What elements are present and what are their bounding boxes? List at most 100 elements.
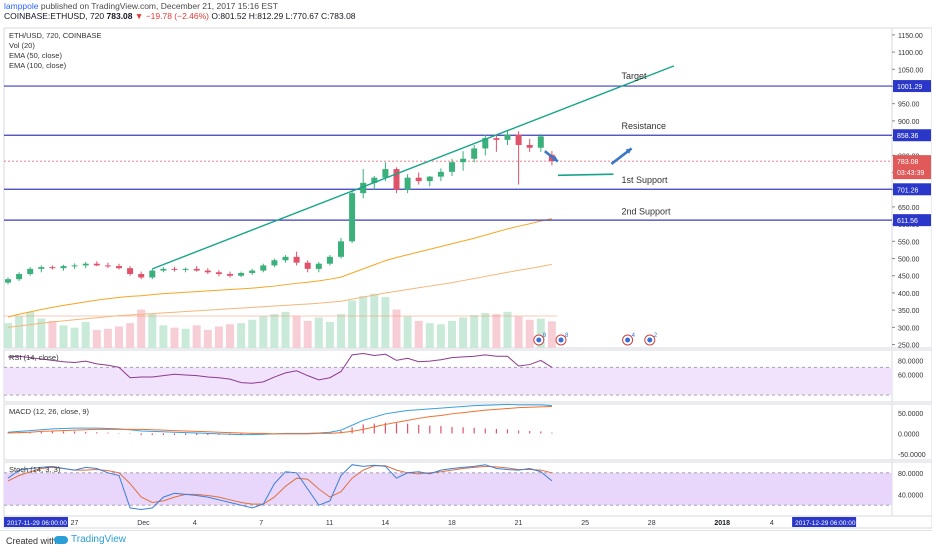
- symbol-label: COINBASE:ETHUSD, 720: [4, 11, 105, 21]
- cloud-icon: [54, 535, 68, 544]
- rsi-tick-label: 80.0000: [898, 358, 923, 365]
- volume-bar: [237, 323, 246, 348]
- candle-body: [437, 171, 444, 177]
- end-date-tag: [792, 517, 857, 527]
- volume-bar: [370, 293, 379, 348]
- volume-bar: [259, 316, 268, 348]
- candle-body: [82, 263, 89, 266]
- candle-body: [160, 268, 167, 271]
- candle-body: [138, 274, 145, 278]
- volume-bar: [159, 325, 168, 348]
- time-tick-label: 11: [326, 520, 333, 527]
- event-count-label: 4: [632, 333, 636, 339]
- time-tick-label: 7: [259, 520, 263, 527]
- level-price-label: 701.26: [897, 187, 919, 194]
- volume-bar: [481, 312, 490, 348]
- volume-bar: [15, 316, 24, 348]
- stoch-d-line: [7, 465, 553, 505]
- price-change: −19.78 (−2.46%): [145, 11, 210, 21]
- stoch-band-fill: [4, 472, 892, 506]
- volume-bar: [103, 328, 112, 348]
- second-support-label: 2nd Support: [622, 206, 672, 216]
- volume-bar: [270, 314, 279, 348]
- volume-bar: [181, 328, 190, 348]
- price-tick-label: 300.00: [898, 325, 920, 332]
- volume-bar: [337, 314, 345, 348]
- price-tick-label: 250.00: [898, 343, 920, 350]
- footer-bar: Created with TradingView: [0, 530, 932, 551]
- candle-body: [393, 169, 400, 190]
- time-tick-label: 21: [515, 520, 523, 527]
- symbol-ohlc-line: COINBASE:ETHUSD, 720 783.08 ▼ −19.78 (−2…: [4, 11, 356, 22]
- price-tick-label: 400.00: [898, 291, 920, 298]
- change-down-arrow: ▼: [134, 11, 144, 21]
- candle-body: [382, 169, 389, 178]
- published-text: published on TradingView.com, December 2…: [40, 1, 278, 11]
- volume-bar: [137, 309, 146, 348]
- candle-body: [338, 241, 344, 257]
- ema-50-line: [7, 218, 553, 318]
- stoch-tick-label: 80.0000: [898, 471, 923, 478]
- volume-bar: [470, 315, 479, 348]
- candle-body: [182, 268, 189, 270]
- tradingview-logo[interactable]: TradingView: [54, 534, 126, 545]
- volume-bar: [536, 318, 545, 348]
- time-tick-label: 14: [381, 520, 389, 527]
- volume-bar: [148, 314, 157, 348]
- candle-body: [415, 177, 422, 182]
- brand-name: TradingView: [71, 534, 127, 545]
- candle-body: [193, 268, 200, 271]
- last-price-label: 783.08: [897, 159, 919, 166]
- level-price-label: 858.36: [897, 133, 919, 140]
- candle-body: [60, 266, 67, 269]
- candle-body: [315, 263, 322, 269]
- volume-bar: [192, 325, 201, 348]
- volume-bar: [4, 323, 12, 348]
- volume-bar: [81, 321, 90, 348]
- candle-body: [482, 138, 489, 149]
- volume-bar: [547, 321, 556, 348]
- stoch-legend: Stoch (14, 3, 3): [9, 465, 61, 474]
- time-tick-label: 25: [581, 520, 589, 527]
- volume-bar: [248, 319, 257, 348]
- candle-body: [171, 268, 178, 270]
- created-with-text: Created with: [6, 536, 57, 546]
- price-tick-label: 350.00: [898, 308, 920, 315]
- publish-header: lamppole published on TradingView.com, D…: [0, 0, 932, 22]
- rsi-tick-label: 60.0000: [898, 372, 923, 379]
- volume-bar: [459, 317, 468, 348]
- candle-body: [449, 162, 455, 172]
- macd-tick-label: -50.0000: [898, 452, 926, 459]
- event-count-label: 8: [543, 333, 547, 339]
- price-tick-label: 550.00: [898, 239, 920, 246]
- volume-bar: [392, 309, 401, 348]
- volume-bar: [492, 314, 501, 348]
- pane-frame-2: [3, 403, 893, 461]
- volume-bar: [70, 327, 79, 348]
- price-tick-label: 950.00: [898, 102, 920, 109]
- trading-chart[interactable]: 250.00 300.00 350.00 400.00 450.00 500.00 550.…: [0, 22, 932, 530]
- first-support-label: 1st Support: [622, 175, 669, 185]
- candle-body: [293, 256, 300, 263]
- last-price-tag: [893, 155, 931, 180]
- candle-body: [326, 256, 333, 264]
- candle-body: [360, 182, 367, 194]
- level-price-tag: [893, 129, 931, 142]
- price-tick-label: 450.00: [898, 274, 920, 281]
- candle-body: [5, 279, 11, 283]
- macd-tick-label: 50.0000: [898, 411, 923, 418]
- pane-frame-0: [3, 27, 893, 349]
- ohlc-values: O:801.52 H:812.29 L:770.67 C:783.08: [211, 11, 356, 21]
- macd-signal-line: [7, 405, 552, 435]
- candle-body: [515, 134, 522, 145]
- macd-tick-label: 0.0000: [898, 431, 920, 438]
- price-tick-label: 1100.00: [898, 50, 923, 57]
- level-price-label: 611.56: [897, 218, 918, 225]
- rsi-line: [7, 352, 553, 384]
- time-tick-label: 4: [770, 520, 774, 527]
- author-link[interactable]: lamppole: [4, 1, 39, 11]
- volume-bar: [325, 321, 334, 348]
- candle-body: [38, 267, 45, 269]
- price-tick-label: 1050.00: [898, 67, 923, 74]
- volume-bar: [359, 295, 368, 348]
